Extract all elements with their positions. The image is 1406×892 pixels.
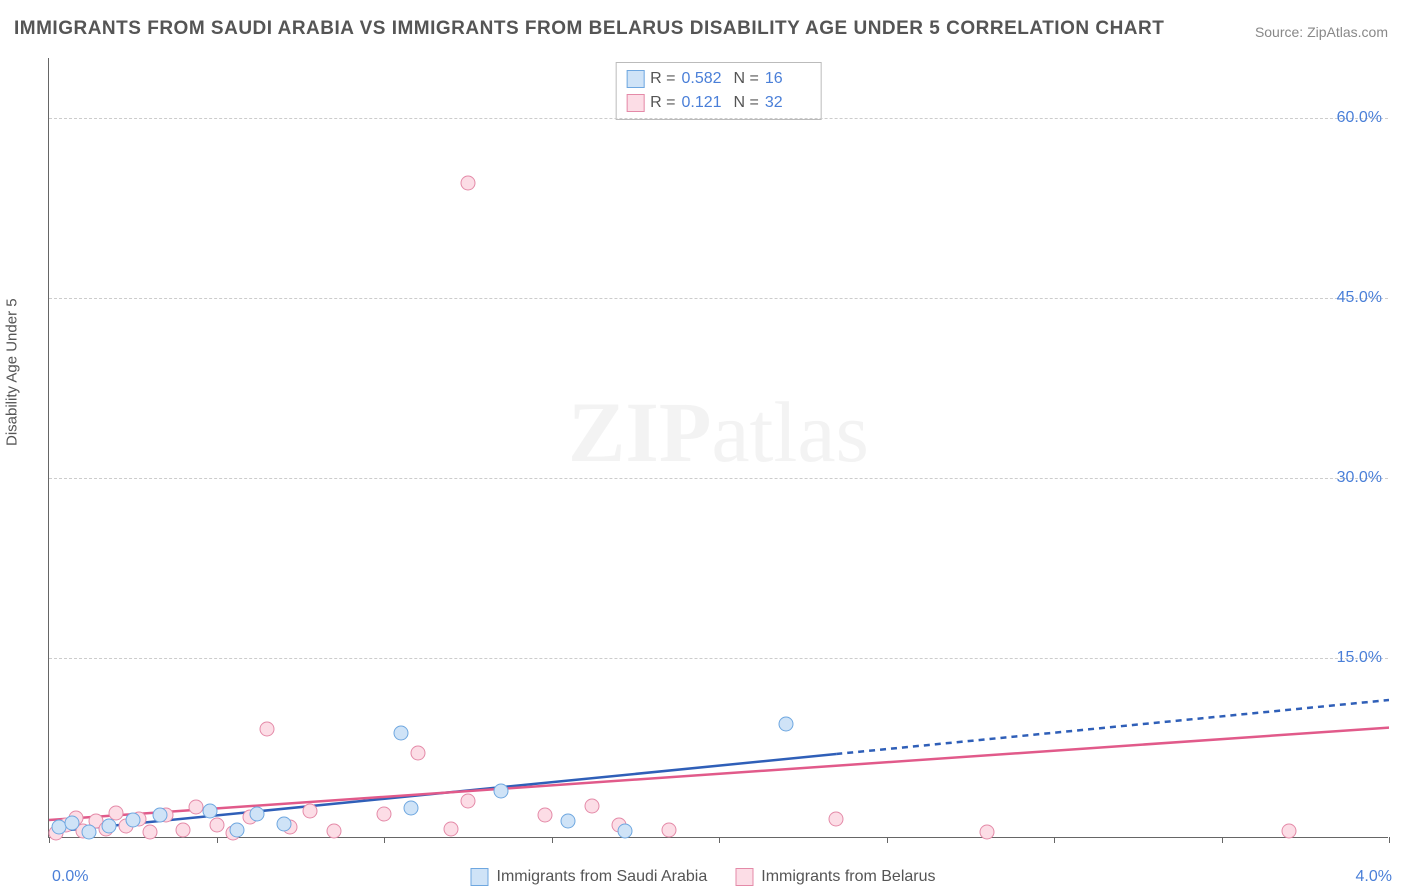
x-min-label: 0.0% (52, 868, 88, 886)
r-label: R = (650, 67, 675, 91)
swatch-belarus (735, 868, 753, 886)
gridline (49, 478, 1388, 479)
data-point (393, 725, 408, 740)
stats-row-belarus: R = 0.121 N = 32 (626, 91, 811, 115)
n-value-saudi: 16 (765, 67, 811, 91)
r-label: R = (650, 91, 675, 115)
swatch-saudi (470, 868, 488, 886)
data-point (561, 814, 576, 829)
data-point (1281, 824, 1296, 839)
bottom-legend: Immigrants from Saudi Arabia Immigrants … (470, 868, 935, 886)
stats-row-saudi: R = 0.582 N = 16 (626, 67, 811, 91)
data-point (82, 825, 97, 840)
data-point (584, 798, 599, 813)
x-tick (719, 837, 720, 843)
data-point (276, 816, 291, 831)
y-tick-label: 60.0% (1322, 109, 1382, 127)
y-tick-label: 30.0% (1322, 469, 1382, 487)
legend-label-belarus: Immigrants from Belarus (761, 868, 935, 886)
data-point (618, 824, 633, 839)
data-point (176, 822, 191, 837)
x-tick (1054, 837, 1055, 843)
data-point (259, 722, 274, 737)
n-value-belarus: 32 (765, 91, 811, 115)
source-label: Source: ZipAtlas.com (1255, 24, 1388, 40)
data-point (102, 819, 117, 834)
x-tick (217, 837, 218, 843)
data-point (125, 813, 140, 828)
gridline (49, 658, 1388, 659)
y-tick-label: 15.0% (1322, 649, 1382, 667)
y-tick-label: 45.0% (1322, 289, 1382, 307)
data-point (829, 812, 844, 827)
swatch-saudi (626, 70, 644, 88)
stats-legend: R = 0.582 N = 16 R = 0.121 N = 32 (615, 62, 822, 120)
x-tick (887, 837, 888, 843)
data-point (152, 808, 167, 823)
data-point (142, 825, 157, 840)
n-label: N = (734, 67, 759, 91)
data-point (209, 818, 224, 833)
data-point (494, 784, 509, 799)
data-point (779, 717, 794, 732)
data-point (326, 824, 341, 839)
data-point (249, 807, 264, 822)
r-value-belarus: 0.121 (682, 91, 728, 115)
x-tick (1222, 837, 1223, 843)
regression-lines (49, 58, 1389, 838)
x-tick (552, 837, 553, 843)
n-label: N = (734, 91, 759, 115)
data-point (303, 803, 318, 818)
plot-area: ZIPatlas R = 0.582 N = 16 R = 0.121 N = … (48, 58, 1388, 838)
chart-title: IMMIGRANTS FROM SAUDI ARABIA VS IMMIGRAN… (14, 18, 1164, 40)
legend-label-saudi: Immigrants from Saudi Arabia (496, 868, 707, 886)
data-point (444, 821, 459, 836)
data-point (980, 825, 995, 840)
r-value-saudi: 0.582 (682, 67, 728, 91)
legend-item-saudi: Immigrants from Saudi Arabia (470, 868, 707, 886)
gridline (49, 118, 1388, 119)
data-point (403, 801, 418, 816)
data-point (410, 746, 425, 761)
swatch-belarus (626, 94, 644, 112)
x-tick (1389, 837, 1390, 843)
x-tick (384, 837, 385, 843)
x-max-label: 4.0% (1356, 868, 1392, 886)
data-point (202, 803, 217, 818)
chart-container: IMMIGRANTS FROM SAUDI ARABIA VS IMMIGRAN… (0, 0, 1406, 892)
data-point (460, 176, 475, 191)
data-point (65, 815, 80, 830)
data-point (377, 807, 392, 822)
y-axis-title: Disability Age Under 5 (4, 298, 21, 446)
data-point (537, 808, 552, 823)
gridline (49, 298, 1388, 299)
legend-item-belarus: Immigrants from Belarus (735, 868, 935, 886)
data-point (460, 794, 475, 809)
data-point (661, 822, 676, 837)
data-point (229, 822, 244, 837)
watermark: ZIPatlas (568, 382, 869, 482)
